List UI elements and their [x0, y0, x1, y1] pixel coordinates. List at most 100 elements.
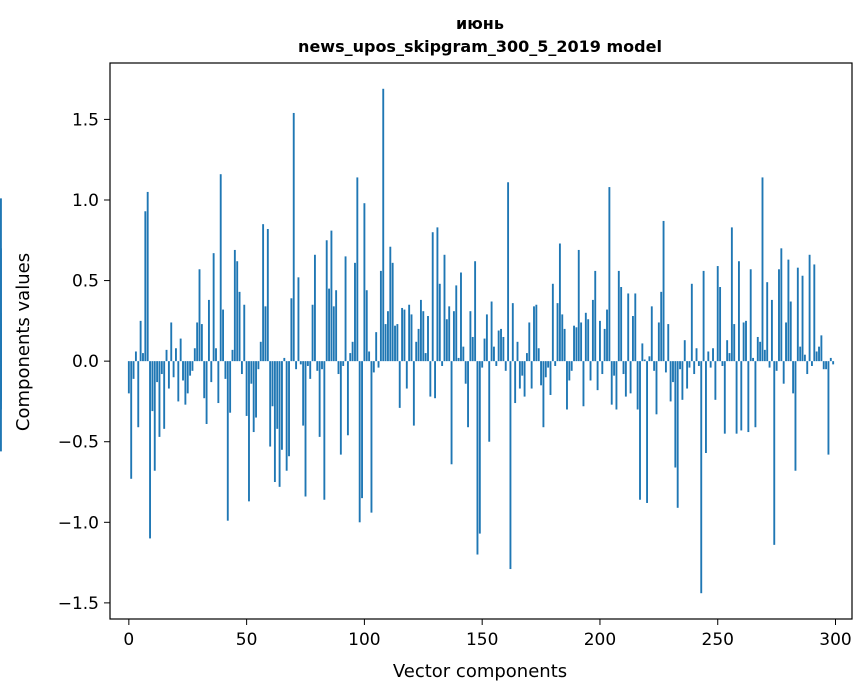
- bar: [198, 269, 201, 362]
- bar: [146, 191, 149, 362]
- bar: [243, 304, 246, 362]
- bar: [796, 267, 799, 362]
- bar: [521, 361, 524, 376]
- bar: [721, 361, 724, 366]
- bar: [540, 361, 542, 386]
- bar: [584, 312, 587, 362]
- bars-group: [0, 88, 835, 594]
- bar: [575, 327, 578, 362]
- bar: [655, 361, 658, 415]
- bar: [337, 361, 340, 375]
- bar: [304, 361, 307, 497]
- bar: [377, 361, 380, 368]
- bar: [818, 346, 820, 362]
- bar: [311, 304, 314, 362]
- bar: [822, 361, 825, 370]
- y-tick-label: 0.5: [72, 272, 99, 292]
- bar: [481, 361, 484, 368]
- bar: [189, 361, 192, 376]
- bar: [563, 328, 566, 362]
- bar: [629, 361, 632, 394]
- bar: [533, 306, 535, 362]
- bar: [0, 324, 2, 362]
- bar: [832, 361, 835, 365]
- bar: [271, 361, 274, 407]
- bar: [417, 328, 420, 362]
- bar: [130, 361, 133, 479]
- bar: [224, 361, 227, 379]
- bar: [153, 361, 156, 471]
- bar: [217, 361, 220, 404]
- x-tick-label: 250: [702, 630, 734, 650]
- bar: [547, 361, 550, 368]
- bar: [372, 361, 375, 373]
- bar: [631, 316, 634, 362]
- bar: [646, 361, 648, 503]
- bar: [811, 361, 813, 366]
- bar: [577, 249, 580, 362]
- bar: [766, 282, 769, 362]
- bar: [415, 341, 418, 362]
- bar: [702, 270, 705, 362]
- bar: [587, 319, 590, 362]
- bar: [321, 361, 323, 370]
- bar: [144, 211, 147, 362]
- bar: [525, 353, 528, 362]
- bar: [643, 359, 646, 362]
- bar: [457, 357, 460, 362]
- bar: [601, 361, 604, 375]
- bar: [212, 253, 215, 362]
- bar: [610, 361, 613, 405]
- bar: [469, 311, 472, 362]
- bar: [803, 354, 806, 362]
- bar: [502, 336, 505, 362]
- bar: [384, 324, 387, 362]
- bar: [507, 182, 510, 362]
- bar: [679, 361, 681, 370]
- bar: [709, 361, 712, 368]
- bar: [365, 290, 368, 362]
- bar: [683, 340, 686, 362]
- bar: [759, 341, 762, 362]
- bar: [419, 299, 422, 362]
- bar: [313, 254, 316, 362]
- bar: [339, 361, 342, 455]
- bar: [139, 320, 142, 362]
- bar: [396, 324, 399, 362]
- bar: [719, 287, 722, 362]
- bar: [686, 361, 689, 389]
- bar: [483, 338, 486, 362]
- bar: [382, 88, 385, 362]
- bar: [460, 272, 462, 362]
- bar: [137, 361, 140, 428]
- bar: [257, 361, 260, 370]
- bar: [186, 361, 189, 394]
- bar: [785, 322, 787, 362]
- bar: [615, 361, 618, 410]
- bar: [568, 361, 571, 381]
- bar: [749, 269, 752, 362]
- bar: [690, 283, 693, 362]
- bar: [252, 361, 255, 433]
- bar: [714, 361, 717, 400]
- bar: [613, 361, 616, 376]
- bar: [514, 361, 517, 404]
- bar: [761, 177, 764, 362]
- bar: [648, 356, 651, 362]
- bar: [596, 361, 599, 391]
- bar: [452, 311, 455, 362]
- bar: [516, 341, 519, 362]
- bar: [184, 361, 187, 405]
- bar: [142, 353, 144, 362]
- bar: [697, 361, 700, 366]
- bar: [650, 306, 653, 362]
- bar: [688, 361, 691, 368]
- bar: [450, 361, 453, 465]
- bar: [712, 348, 714, 362]
- bar: [485, 314, 488, 362]
- bar: [394, 325, 396, 362]
- bar: [431, 232, 434, 362]
- bar: [700, 361, 703, 594]
- bar: [288, 361, 290, 457]
